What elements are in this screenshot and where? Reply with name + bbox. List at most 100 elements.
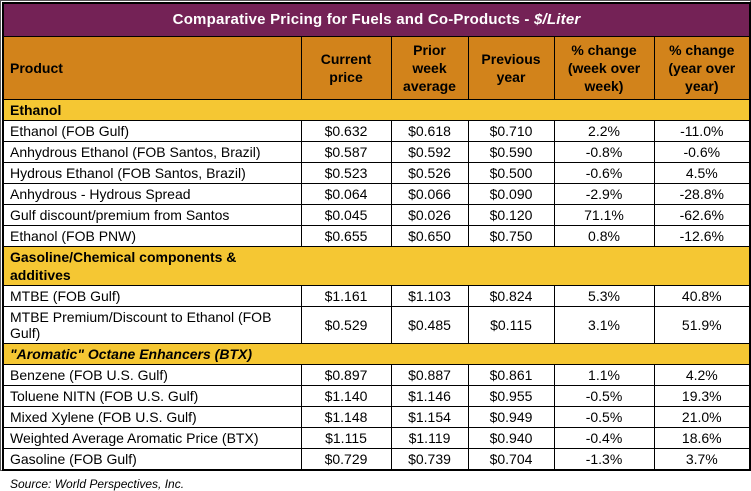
value-cell: $0.026 (390, 203, 469, 226)
product-name-cell: Ethanol (FOB Gulf) (2, 119, 302, 142)
value-cell: -0.4% (553, 426, 655, 449)
value-cell: $0.587 (300, 140, 392, 163)
product-name-cell: Ethanol (FOB PNW) (2, 224, 302, 247)
value-cell: $1.148 (300, 405, 392, 428)
column-header-previous-year: Previous year (467, 35, 555, 100)
product-name-cell: Gasoline (FOB Gulf) (2, 447, 302, 470)
value-cell: 3.1% (553, 305, 655, 344)
value-cell: $0.729 (300, 447, 392, 470)
value-cell: 4.2% (653, 363, 751, 386)
value-cell: $1.119 (390, 426, 469, 449)
value-cell: $0.064 (300, 182, 392, 205)
table-title-text: Comparative Pricing for Fuels and Co-Pro… (172, 11, 534, 29)
value-cell: $0.897 (300, 363, 392, 386)
product-name-cell: Mixed Xylene (FOB U.S. Gulf) (2, 405, 302, 428)
product-name-cell: MTBE Premium/Discount to Ethanol (FOB Gu… (2, 305, 302, 344)
column-header-product: Product (2, 35, 302, 100)
value-cell: $0.618 (390, 119, 469, 142)
value-cell: $0.632 (300, 119, 392, 142)
table-row: Gasoline (FOB Gulf) $0.729 $0.739 $0.704 -1.… (2, 447, 751, 470)
value-cell: $0.861 (467, 363, 555, 386)
column-header-current-price: Current price (300, 35, 392, 100)
value-cell: $0.710 (467, 119, 555, 142)
value-cell: -0.8% (553, 140, 655, 163)
source-note: Source: World Perspectives, Inc. (10, 476, 185, 491)
value-cell: $0.955 (467, 384, 555, 407)
section-header-row: Ethanol (2, 98, 751, 121)
table-row: Hydrous Ethanol (FOB Santos, Brazil) $0.5… (2, 161, 751, 184)
value-cell: $0.485 (390, 305, 469, 344)
value-cell: $1.115 (300, 426, 392, 449)
value-cell: $0.704 (467, 447, 555, 470)
value-cell: $1.140 (300, 384, 392, 407)
table-row: MTBE (FOB Gulf) $1.161 $1.103 $0.824 5.3% 40.… (2, 284, 751, 307)
column-header-row: Product Current price Prior week average… (2, 35, 751, 100)
table-row: Benzene (FOB U.S. Gulf) $0.897 $0.887 $0.86… (2, 363, 751, 386)
column-header-pct-change-year: % change (year over year) (653, 35, 751, 100)
value-cell: $0.650 (390, 224, 469, 247)
value-cell: -11.0% (653, 119, 751, 142)
product-name-cell: Gulf discount/premium from Santos (2, 203, 302, 226)
value-cell: -0.6% (553, 161, 655, 184)
section-header-row: Gasoline/Chemical components & additives (2, 245, 751, 286)
product-name-cell: Hydrous Ethanol (FOB Santos, Brazil) (2, 161, 302, 184)
value-cell: $0.592 (390, 140, 469, 163)
value-cell: $0.887 (390, 363, 469, 386)
value-cell: 40.8% (653, 284, 751, 307)
value-cell: $0.523 (300, 161, 392, 184)
table-row: Toluene NITN (FOB U.S. Gulf) $1.140 $1.146… (2, 384, 751, 407)
section-header-label: Gasoline/Chemical components & additives (2, 245, 751, 286)
table-body: Ethanol Ethanol (FOB Gulf) $0.632 $0.618 $0.… (2, 98, 751, 470)
value-cell: $0.115 (467, 305, 555, 344)
table-title: Comparative Pricing for Fuels and Co-Pro… (2, 2, 751, 37)
value-cell: 1.1% (553, 363, 655, 386)
value-cell: $0.066 (390, 182, 469, 205)
value-cell: 0.8% (553, 224, 655, 247)
value-cell: $0.655 (300, 224, 392, 247)
value-cell: $1.103 (390, 284, 469, 307)
product-name-cell: Anhydrous - Hydrous Spread (2, 182, 302, 205)
value-cell: $0.739 (390, 447, 469, 470)
product-name-cell: Weighted Average Aromatic Price (BTX) (2, 426, 302, 449)
value-cell: 3.7% (653, 447, 751, 470)
table-row: Anhydrous Ethanol (FOB Santos, Brazil) $0… (2, 140, 751, 163)
value-cell: $0.120 (467, 203, 555, 226)
value-cell: 51.9% (653, 305, 751, 344)
value-cell: -0.5% (553, 384, 655, 407)
value-cell: $1.161 (300, 284, 392, 307)
value-cell: -0.5% (553, 405, 655, 428)
value-cell: $1.154 (390, 405, 469, 428)
table-row: Anhydrous - Hydrous Spread $0.064 $0.066 $0… (2, 182, 751, 205)
section-header-row: "Aromatic" Octane Enhancers (BTX) (2, 342, 751, 365)
value-cell: 2.2% (553, 119, 655, 142)
table-title-unit: $/Liter (533, 11, 581, 29)
value-cell: $0.090 (467, 182, 555, 205)
section-header-label: "Aromatic" Octane Enhancers (BTX) (2, 342, 751, 365)
value-cell: $0.045 (300, 203, 392, 226)
value-cell: 4.5% (653, 161, 751, 184)
value-cell: -0.6% (653, 140, 751, 163)
column-header-prior-week-average: Prior week average (390, 35, 469, 100)
product-name-cell: Anhydrous Ethanol (FOB Santos, Brazil) (2, 140, 302, 163)
table-row: MTBE Premium/Discount to Ethanol (FOB Gu… (2, 305, 751, 344)
value-cell: 21.0% (653, 405, 751, 428)
value-cell: $0.500 (467, 161, 555, 184)
title-bar: Comparative Pricing for Fuels and Co-Pro… (2, 2, 751, 37)
table-row: Mixed Xylene (FOB U.S. Gulf) $1.148 $1.154… (2, 405, 751, 428)
table-row: Weighted Average Aromatic Price (BTX) $1.… (2, 426, 751, 449)
value-cell: 71.1% (553, 203, 655, 226)
value-cell: $1.146 (390, 384, 469, 407)
value-cell: 18.6% (653, 426, 751, 449)
value-cell: $0.590 (467, 140, 555, 163)
table-row: Ethanol (FOB PNW) $0.655 $0.650 $0.750 0.8% -… (2, 224, 751, 247)
value-cell: -1.3% (553, 447, 655, 470)
value-cell: $0.824 (467, 284, 555, 307)
product-name-cell: Toluene NITN (FOB U.S. Gulf) (2, 384, 302, 407)
value-cell: -62.6% (653, 203, 751, 226)
value-cell: $0.750 (467, 224, 555, 247)
value-cell: -28.8% (653, 182, 751, 205)
section-header-label: Ethanol (2, 98, 751, 121)
value-cell: $0.940 (467, 426, 555, 449)
table-row: Ethanol (FOB Gulf) $0.632 $0.618 $0.710 2.2%… (2, 119, 751, 142)
